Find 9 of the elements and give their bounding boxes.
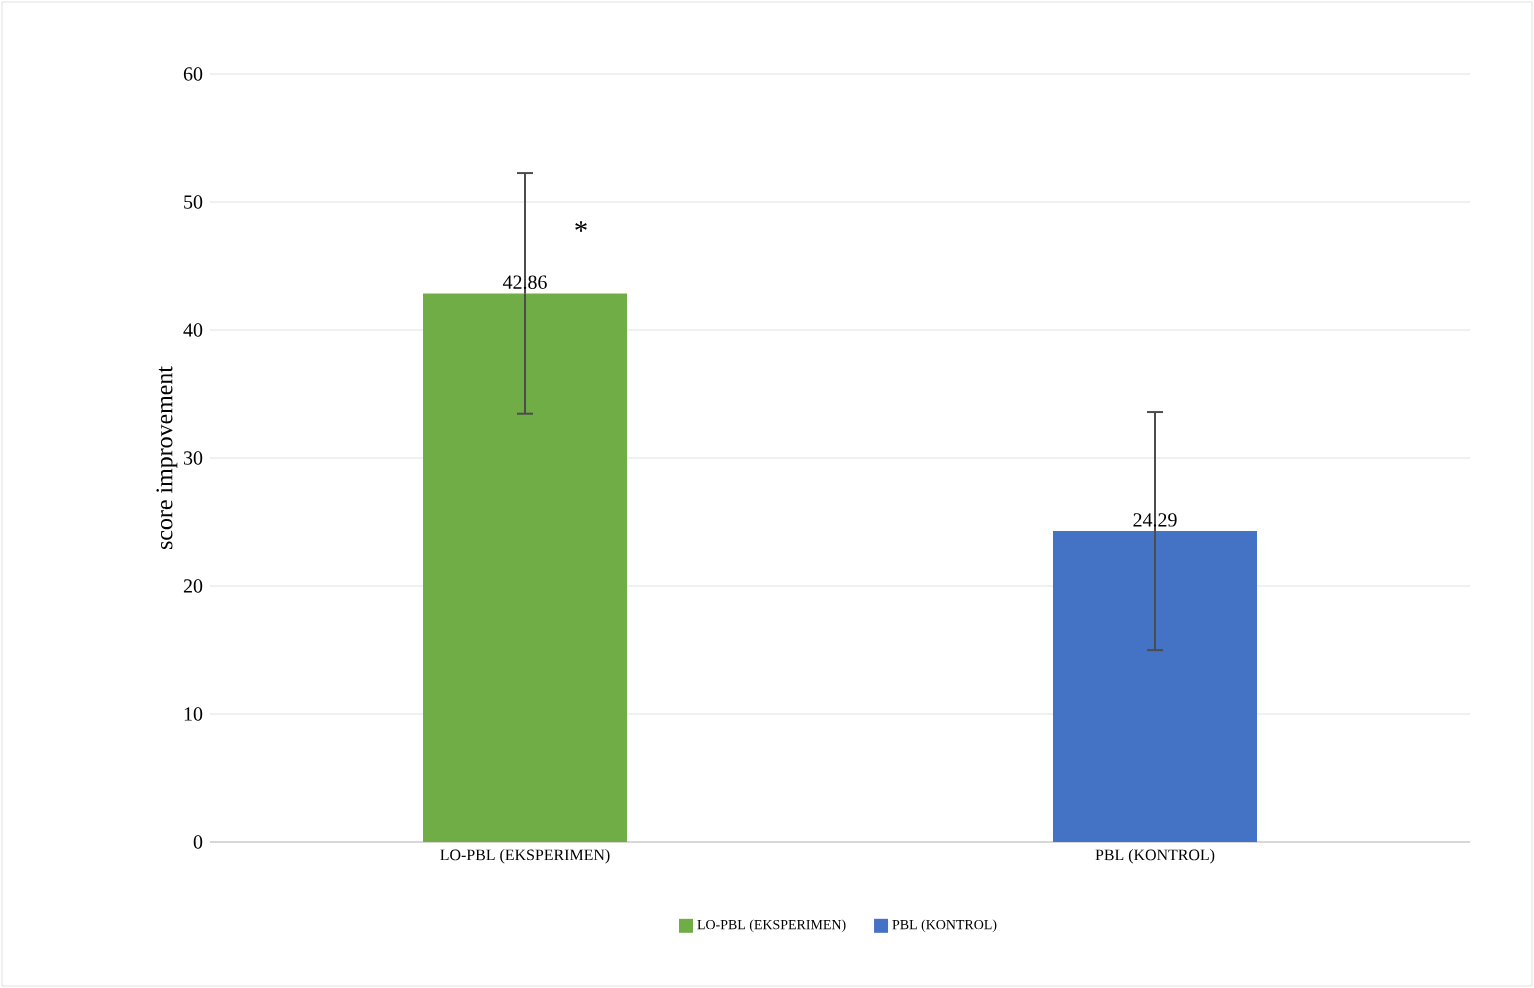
y-tick-label: 30 [184,451,203,465]
y-tick-label: 20 [183,579,203,593]
y-tick-label: 50 [184,195,203,209]
y-tick-label: 60 [183,67,203,81]
y-tick-label: 40 [183,323,203,337]
y-tick-label: 10 [184,707,203,721]
y-axis-title: score improvement [156,366,178,549]
annotation: * [575,221,587,232]
y-tick-label: 0 [193,835,203,849]
